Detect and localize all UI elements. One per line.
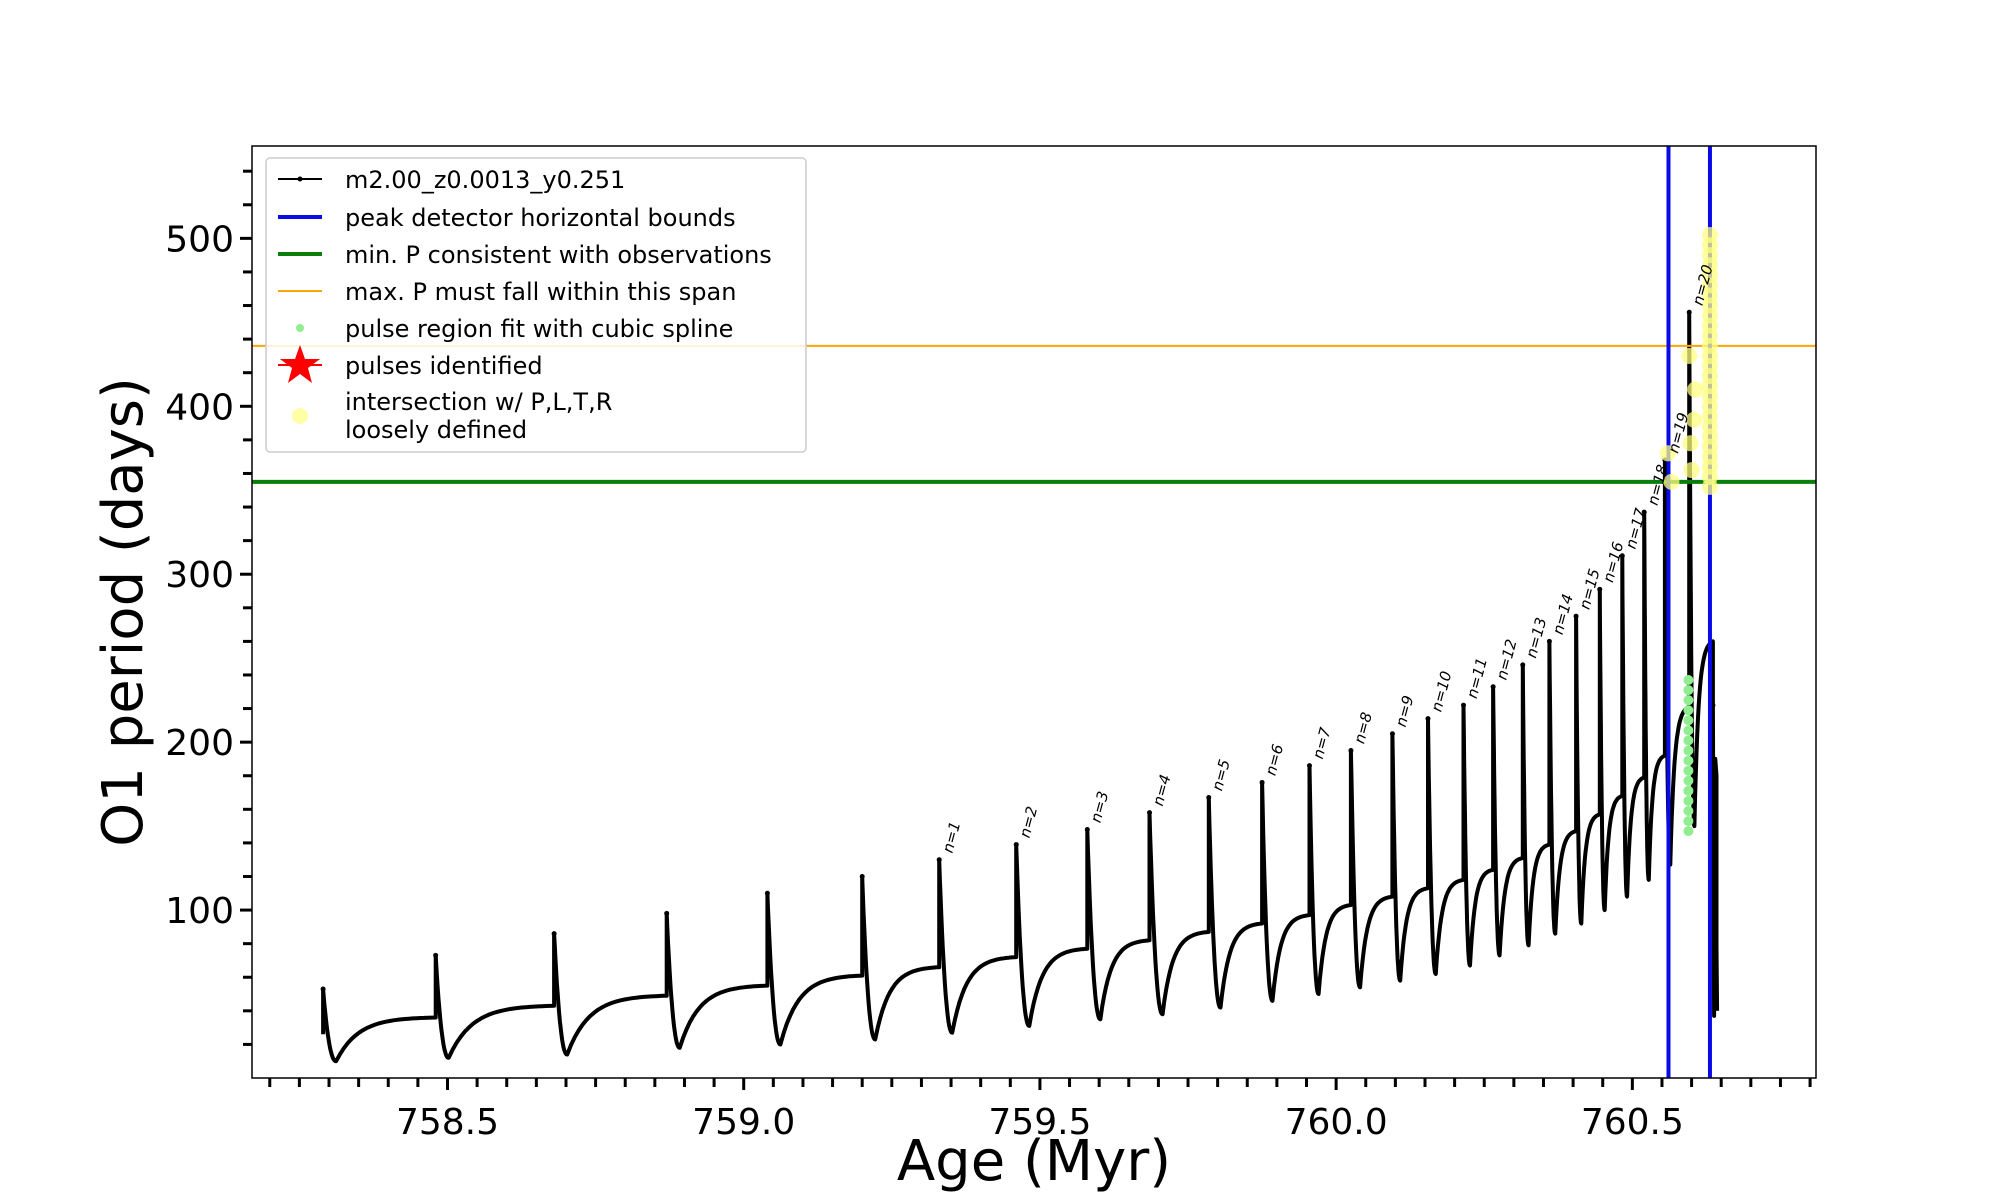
legend: m2.00_z0.0013_y0.251 peak detector horiz… — [265, 157, 807, 453]
intersection-point — [1683, 462, 1700, 479]
pulse-peak-point — [936, 857, 942, 863]
pulse-peak-point — [1147, 810, 1153, 816]
pulse-peak-point — [433, 952, 439, 958]
pulse-peak-point — [764, 890, 770, 896]
legend-intersection-label-line2: loosely defined — [345, 416, 527, 444]
legend-series-marker — [297, 176, 303, 182]
x-tick-label: 759.5 — [988, 1102, 1091, 1143]
legend-series-label: m2.00_z0.0013_y0.251 — [345, 166, 625, 194]
pulse-peak-point — [1206, 795, 1212, 801]
pulse-peak-point — [1259, 779, 1265, 785]
pulse-peak-point — [1520, 662, 1526, 668]
legend-spline-label: pulse region fit with cubic spline — [345, 315, 733, 343]
legend-max-p-label: max. P must fall within this span — [345, 278, 736, 306]
spline-point — [1683, 725, 1694, 736]
x-axis-title: Age (Myr) — [897, 1129, 1171, 1194]
spline-point — [1683, 765, 1694, 776]
legend-pulses-label: pulses identified — [345, 352, 543, 380]
spline-point — [1683, 675, 1694, 686]
legend-pulses-star — [280, 345, 320, 383]
y-tick-label: 500 — [165, 219, 234, 260]
pulse-peak-point — [1597, 586, 1603, 592]
pulse-peak-point — [1619, 553, 1625, 559]
legend-intersection-marker — [292, 408, 308, 424]
pulse-peak-point — [1686, 309, 1692, 315]
pulse-peak-point — [1084, 826, 1090, 832]
pulse-peak-point — [859, 873, 865, 879]
pulse-peak-point — [1389, 731, 1395, 737]
x-tick-label: 758.5 — [396, 1102, 499, 1143]
y-tick-label: 100 — [165, 891, 234, 932]
pulse-peak-point — [1425, 716, 1431, 722]
y-tick-label: 400 — [165, 387, 234, 428]
spline-point — [1683, 745, 1694, 756]
pulse-peak-point — [1546, 638, 1552, 644]
legend-intersection-label: intersection w/ P,L,T,R — [345, 388, 612, 416]
axes-layer: 758.5 759.0 759.5 760.0 760.5 100 200 300 400 500 — [165, 169, 1812, 1143]
pulse-peak-point — [1641, 509, 1647, 515]
pulse-peak-point — [1013, 842, 1019, 848]
intersection-point — [1685, 411, 1702, 428]
intersection-point — [1659, 445, 1676, 462]
legend-spline-marker — [296, 324, 304, 332]
spline-point — [1683, 785, 1694, 796]
spline-point — [1683, 826, 1694, 837]
pulse-peak-point — [1461, 702, 1467, 708]
spline-point — [1683, 775, 1694, 786]
pulse-peak-point — [1490, 684, 1496, 690]
series-layer — [320, 309, 1720, 1064]
spline-point — [1683, 735, 1694, 746]
spline-point — [1683, 816, 1694, 827]
intersection-point — [1663, 473, 1680, 490]
spline-point — [1683, 685, 1694, 696]
legend-frame — [265, 157, 807, 453]
marker-layer — [1659, 227, 1718, 837]
pulse-peak-point — [1348, 748, 1354, 754]
y-axis-title: O1 period (days) — [91, 377, 156, 847]
spline-point — [1683, 795, 1694, 806]
spline-point — [1683, 805, 1694, 816]
spline-point — [1683, 695, 1694, 706]
legend-bounds-label: peak detector horizontal bounds — [345, 204, 736, 232]
x-tick-label: 760.5 — [1581, 1102, 1684, 1143]
pulse-peak-point — [320, 986, 326, 992]
series-line — [321, 310, 1720, 1064]
pulse-peak-point — [1573, 613, 1579, 619]
intersection-point — [1701, 227, 1718, 244]
spline-point — [1683, 705, 1694, 716]
legend-min-p-label: min. P consistent with observations — [345, 241, 772, 269]
pulse-peak-point — [1306, 763, 1312, 769]
intersection-point — [1681, 347, 1698, 364]
spline-point — [1683, 715, 1694, 726]
pulse-peak-point — [551, 931, 557, 937]
x-tick-label: 760.0 — [1285, 1102, 1388, 1143]
plot-frame — [251, 145, 1817, 1079]
y-tick-label: 200 — [165, 723, 234, 764]
y-tick-label: 300 — [165, 555, 234, 596]
intersection-point — [1687, 381, 1704, 398]
x-tick-label: 759.0 — [692, 1102, 795, 1143]
pulse-peak-point — [664, 910, 670, 916]
intersection-point — [1682, 435, 1699, 452]
spline-point — [1683, 755, 1694, 766]
